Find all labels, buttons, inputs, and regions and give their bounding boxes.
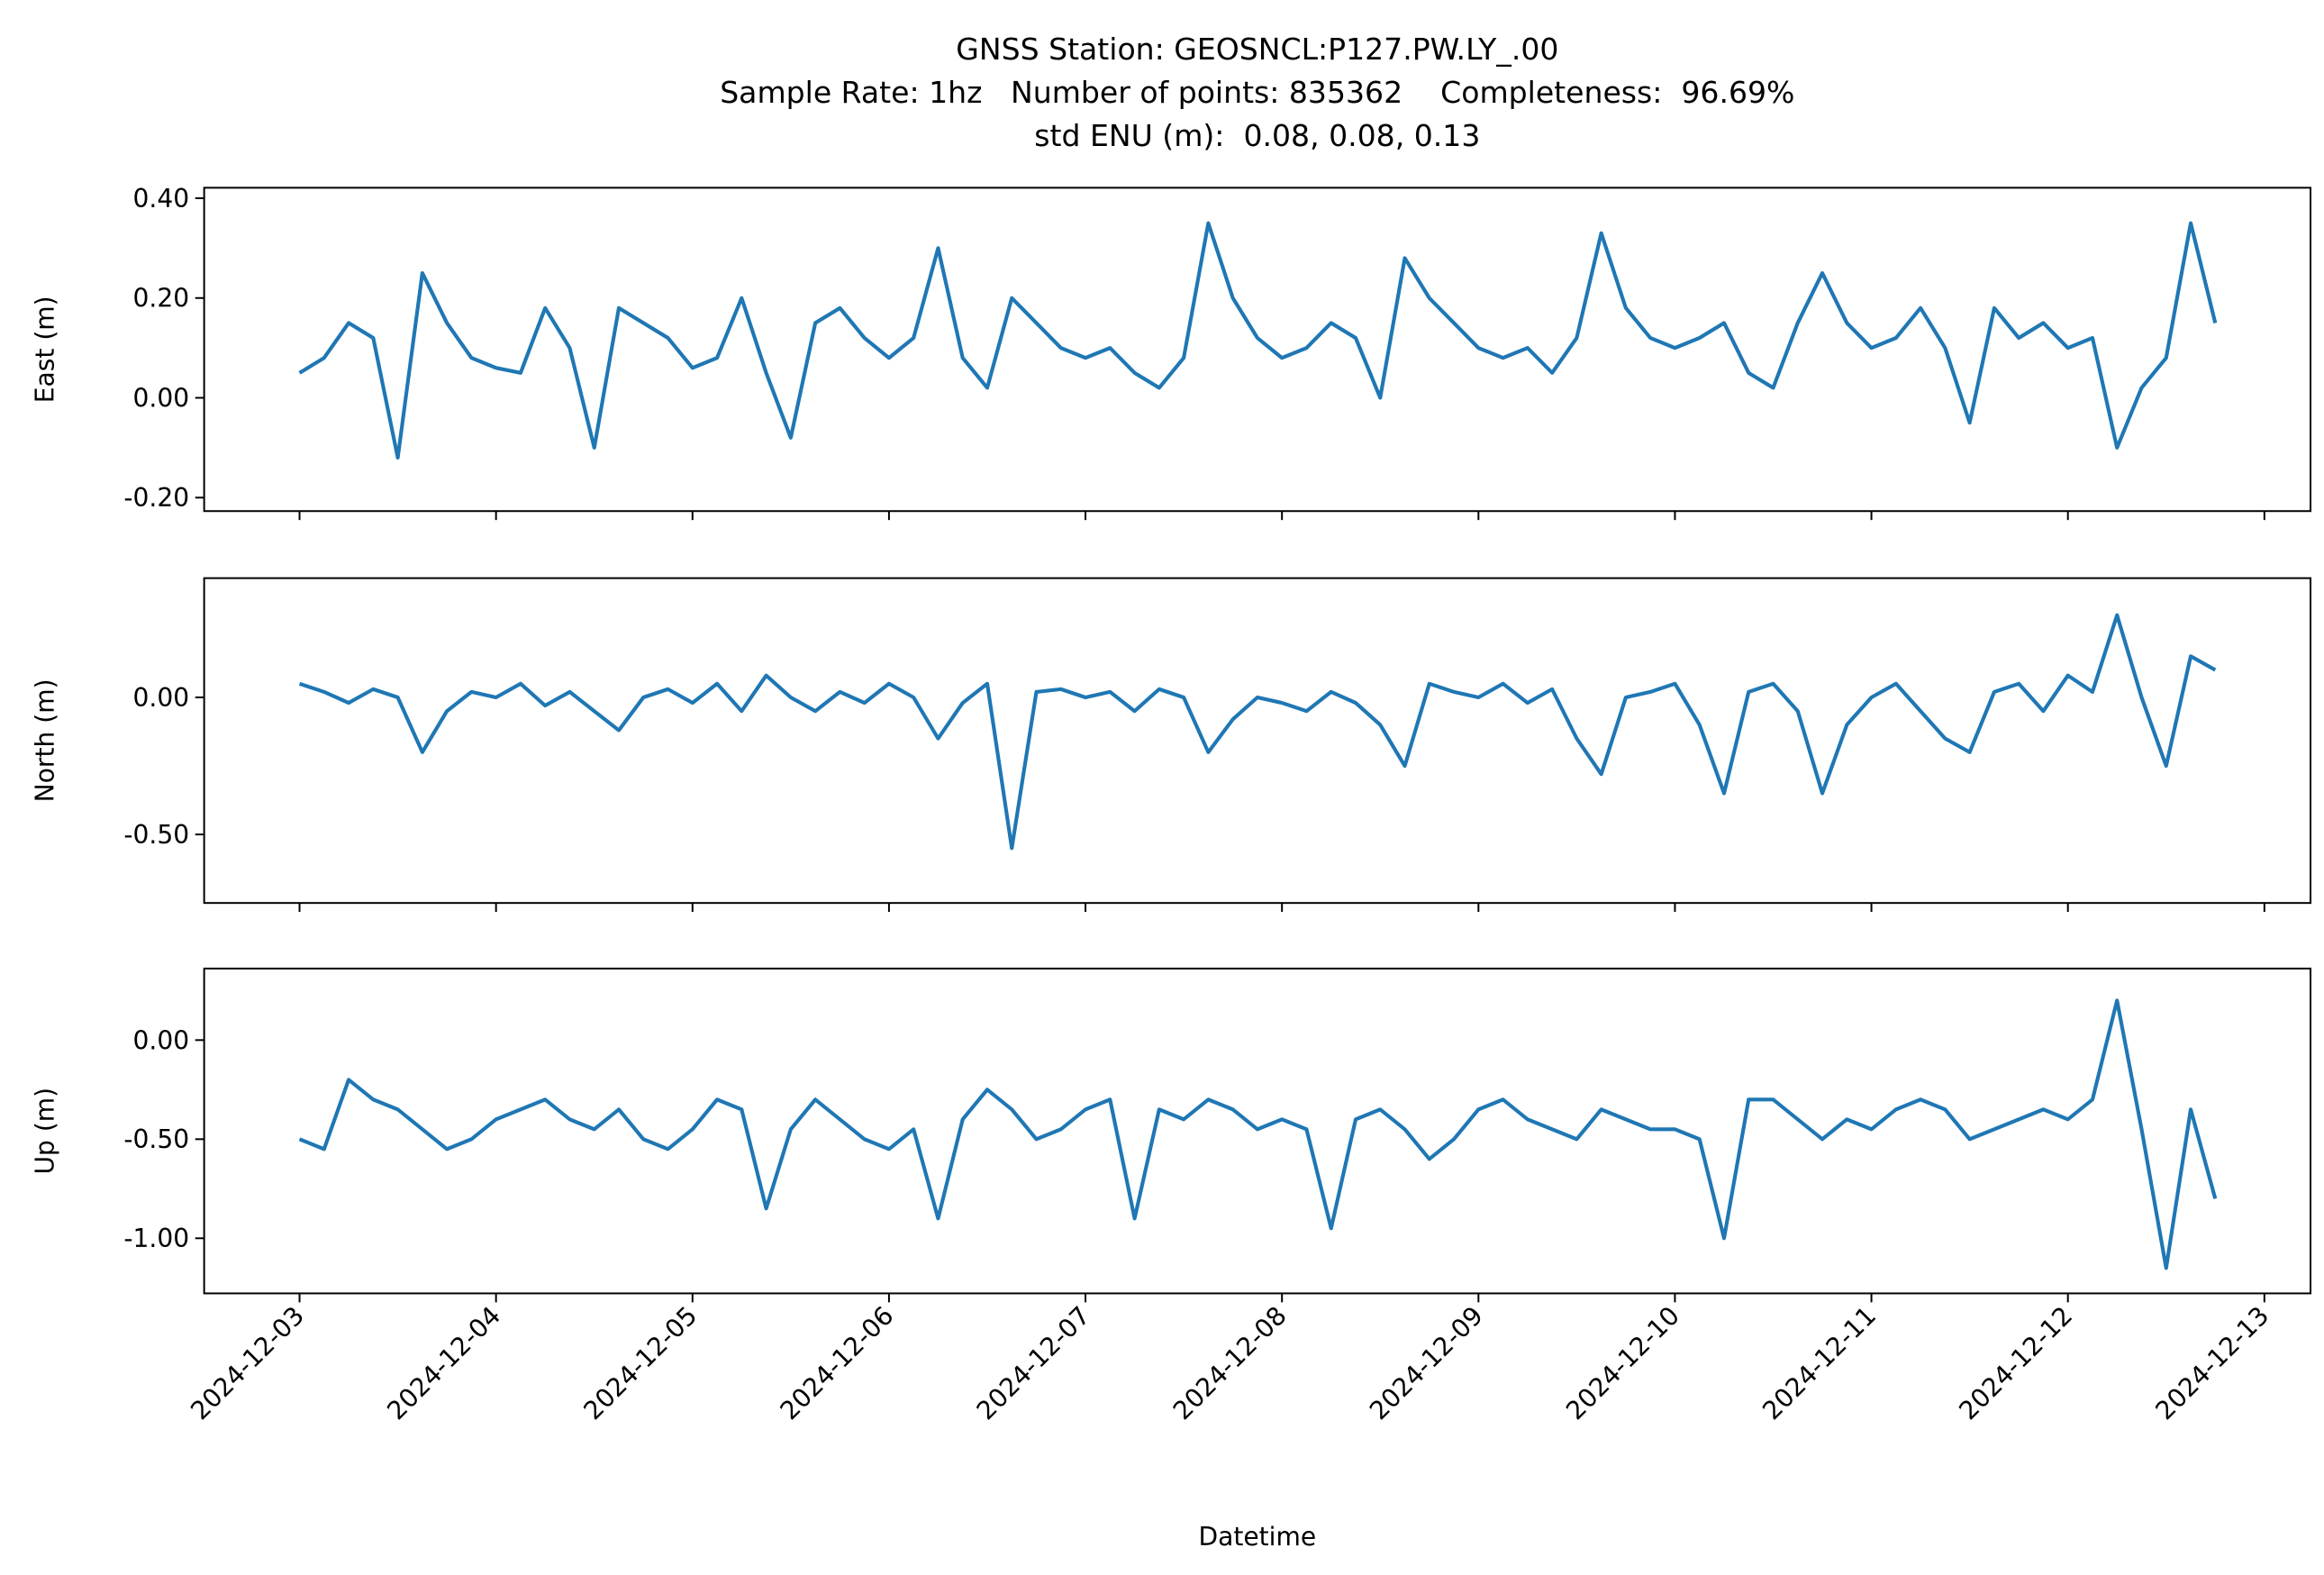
axes-frame: [203, 577, 2312, 905]
y-tick-label: 0.00: [133, 383, 190, 413]
data-line: [298, 998, 2218, 1270]
data-line: [298, 221, 2218, 460]
chart-title: std ENU (m): 0.08, 0.08, 0.13: [1034, 118, 1480, 153]
y-tick-label: -0.50: [123, 1124, 189, 1154]
chart-title: Sample Rate: 1hz Number of points: 83536…: [720, 75, 1794, 110]
y-tick-label: -0.20: [123, 483, 189, 513]
y-tick-label: -0.50: [123, 820, 189, 850]
y-tick-label: 0.00: [133, 1025, 190, 1055]
axes-frame: [203, 967, 2312, 1295]
axes-frame: [203, 187, 2312, 513]
y-axis-label: North (m): [31, 678, 60, 802]
y-tick-label: 0.00: [133, 683, 190, 713]
y-axis-label: Up (m): [31, 1088, 60, 1175]
chart-title: GNSS Station: GEOSNCL:P127.PW.LY_.00: [956, 32, 1558, 67]
y-tick-label: -1.00: [123, 1224, 189, 1253]
y-axis-label: East (m): [31, 296, 60, 403]
y-tick-label: 0.40: [133, 184, 190, 214]
y-tick-label: 0.20: [133, 284, 190, 314]
data-line: [298, 613, 2217, 851]
x-axis-label: Datetime: [1198, 1522, 1316, 1552]
